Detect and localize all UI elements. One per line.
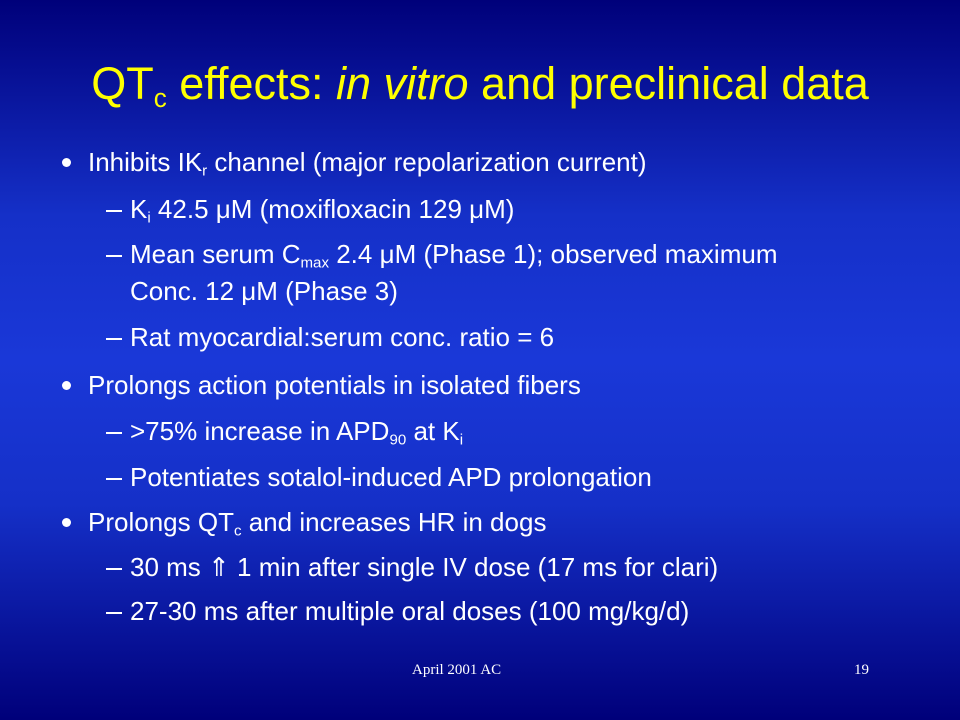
text: Potentiates sotalol-induced APD prolonga… bbox=[130, 462, 652, 492]
subscript: i bbox=[459, 431, 464, 449]
title-italic: in vitro bbox=[336, 58, 469, 109]
subscript: 90 bbox=[389, 431, 407, 449]
bullet-text: Inhibits IKr channel (major repolarizati… bbox=[88, 144, 647, 181]
text: Rat myocardial:serum conc. ratio = 6 bbox=[130, 322, 555, 352]
subscript: max bbox=[300, 254, 330, 272]
title-text: effects: bbox=[166, 58, 336, 109]
slide-title: QTc effects: in vitro and preclinical da… bbox=[0, 58, 960, 113]
text: Prolongs action potentials in isolated f… bbox=[88, 370, 581, 400]
page-number: 19 bbox=[854, 662, 869, 678]
text: 27-30 ms after multiple oral doses (100 … bbox=[130, 596, 690, 626]
sub-item-text: >75% increase in APD90 at Ki bbox=[130, 413, 463, 450]
dash-marker bbox=[106, 612, 122, 614]
text: and increases HR in dogs bbox=[241, 507, 547, 537]
text: Prolongs QT bbox=[88, 507, 234, 537]
dash-marker bbox=[106, 478, 122, 480]
text: >75% increase in APD bbox=[130, 416, 390, 446]
text: 30 ms ⇑ 1 min after single IV dose (17 m… bbox=[130, 552, 719, 582]
sub-item-text: Mean serum Cmax 2.4 μM (Phase 1); observ… bbox=[130, 236, 810, 310]
text: 2.4 μM (Phase 1); observed maximum Conc.… bbox=[130, 239, 778, 306]
text: channel (major repolarization current) bbox=[207, 147, 647, 177]
bullet-text: Prolongs QTc and increases HR in dogs bbox=[88, 504, 546, 541]
text: K bbox=[130, 194, 148, 224]
title-text: QT bbox=[91, 58, 154, 109]
text: at K bbox=[406, 416, 460, 446]
dash-marker bbox=[106, 210, 122, 212]
bullet-marker bbox=[62, 381, 71, 390]
dash-marker bbox=[106, 568, 122, 570]
dash-marker bbox=[106, 432, 122, 434]
bullet-marker bbox=[62, 158, 71, 167]
sub-item-text: Potentiates sotalol-induced APD prolonga… bbox=[130, 459, 652, 496]
subscript: r bbox=[202, 162, 208, 180]
title-subscript: c bbox=[153, 82, 167, 113]
dash-marker bbox=[106, 255, 122, 257]
text: Mean serum C bbox=[130, 239, 301, 269]
sub-item-text: Rat myocardial:serum conc. ratio = 6 bbox=[130, 319, 554, 356]
subscript: c bbox=[233, 522, 242, 540]
title-text: and preclinical data bbox=[468, 58, 869, 109]
bullet-text: Prolongs action potentials in isolated f… bbox=[88, 367, 581, 404]
text: 42.5 μM (moxifloxacin 129 μM) bbox=[150, 194, 515, 224]
sub-item-text: 30 ms ⇑ 1 min after single IV dose (17 m… bbox=[130, 549, 718, 586]
sub-item-text: 27-30 ms after multiple oral doses (100 … bbox=[130, 593, 689, 630]
subscript: i bbox=[147, 209, 151, 227]
sub-item-text: Ki 42.5 μM (moxifloxacin 129 μM) bbox=[130, 191, 514, 228]
dash-marker bbox=[106, 338, 122, 340]
text: Inhibits IK bbox=[88, 147, 203, 177]
bullet-marker bbox=[62, 518, 71, 527]
footer-text: April 2001 AC bbox=[412, 662, 502, 678]
